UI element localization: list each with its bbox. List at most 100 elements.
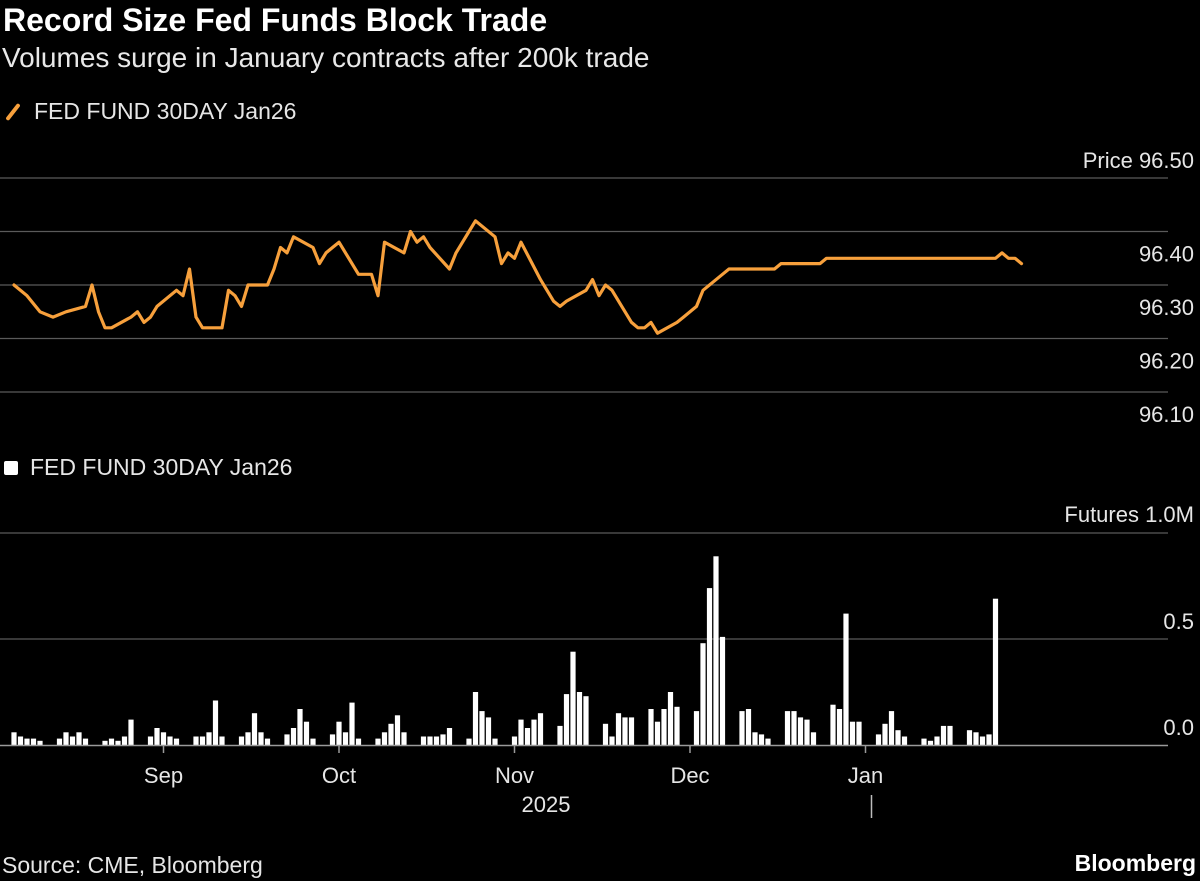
volume-bar [622,717,627,745]
volume-bar [850,722,855,745]
volume-bar [440,734,445,745]
volume-bar [375,739,380,745]
volume-bar [648,709,653,745]
volume-bar [421,737,426,746]
volume-bar [427,737,432,746]
volume-bar [538,713,543,745]
price-tick-label: 96.40 [1139,242,1194,267]
volume-bar [856,722,861,745]
volume-bar [18,737,23,746]
volume-bar [297,709,302,745]
volume-bar [980,737,985,746]
volume-bar [973,732,978,745]
volume-bar [986,734,991,745]
volume-bar [837,709,842,745]
volume-bar [804,720,809,745]
volume-bar [70,737,75,746]
volume-bar [629,717,634,745]
volume-tick-label: 0.5 [1163,609,1194,634]
volume-bar [31,739,36,745]
volume-bar [616,713,621,745]
volume-bar [928,741,933,745]
volume-bar [252,713,257,745]
volume-bar [24,739,29,745]
brand-logo: Bloomberg [1075,850,1196,877]
volume-bar [798,717,803,745]
volume-bar [343,732,348,745]
volume-bar [57,739,62,745]
volume-bar [349,703,354,745]
price-tick-label: Price 96.50 [1083,148,1194,173]
volume-bar [577,692,582,745]
volume-bar [889,711,894,745]
volume-bar [245,732,250,745]
volume-bar [765,739,770,745]
volume-bar [661,709,666,745]
source-note: Source: CME, Bloomberg [2,852,263,879]
volume-bar [830,705,835,745]
volume-bar [655,722,660,745]
volume-bar [492,739,497,745]
volume-bar [752,732,757,745]
volume-bar [512,737,517,746]
volume-bar [993,599,998,745]
volume-bar [713,556,718,745]
volume-bar [882,724,887,745]
volume-bar [811,732,816,745]
volume-bar [63,732,68,745]
volume-bar [895,730,900,745]
volume-bar [479,711,484,745]
price-tick-label: 96.20 [1139,349,1194,374]
volume-bar [843,614,848,745]
volume-bar [941,726,946,745]
volume-bar [557,726,562,745]
volume-bar [700,643,705,745]
volume-bar [291,728,296,745]
volume-bar [785,711,790,745]
volume-bar [219,737,224,746]
volume-bar [921,739,926,745]
volume-bar [473,692,478,745]
price-tick-label: 96.10 [1139,402,1194,427]
volume-bar [388,724,393,745]
volume-bar [167,737,172,746]
volume-bar [876,734,881,745]
volume-bar [161,732,166,745]
volume-bar [609,737,614,746]
volume-bar [525,728,530,745]
volume-bar [128,720,133,745]
volume-bar [934,737,939,746]
volume-bar [356,739,361,745]
year-label: 2025 [522,792,571,817]
volume-bar [154,728,159,745]
volume-bar [739,711,744,745]
volume-bar [583,696,588,745]
volume-bar [200,737,205,746]
volume-bar [239,737,244,746]
volume-bar [401,732,406,745]
volume-bar [759,734,764,745]
volume-bar [674,707,679,745]
volume-bar [206,732,211,745]
volume-bar [258,732,263,745]
volume-bar [603,724,608,745]
volume-bar [122,737,127,746]
volume-bar [395,715,400,745]
volume-bar [531,720,536,745]
x-tick-label: Oct [322,763,356,788]
volume-bar [213,701,218,746]
volume-bar [382,732,387,745]
volume-bar [336,722,341,745]
volume-bar [330,734,335,745]
volume-bar [570,652,575,745]
volume-bar [193,737,198,746]
volume-bar [109,739,114,745]
volume-bar [265,739,270,745]
x-tick-label: Nov [495,763,534,788]
volume-tick-label: Futures 1.0M [1064,502,1194,527]
volume-bar [967,730,972,745]
volume-bar [447,728,452,745]
volume-bar [284,734,289,745]
volume-bar [947,726,952,745]
x-tick-label: Sep [144,763,183,788]
